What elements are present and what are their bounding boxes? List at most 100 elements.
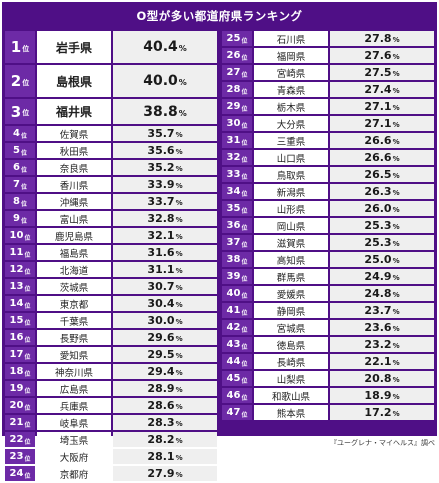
prefecture-cell: 新潟県 — [254, 184, 328, 199]
value-cell: 24.9% — [330, 269, 434, 284]
rank-cell: 14 位 — [5, 296, 35, 311]
value-number: 30.0 — [147, 314, 175, 327]
value-cell: 23.6% — [330, 320, 434, 335]
value-cell: 22.1% — [330, 354, 434, 369]
prefecture-cell: 三重県 — [254, 133, 328, 148]
percent-unit: % — [392, 274, 400, 282]
prefecture-cell: 富山県 — [37, 211, 111, 226]
value-number: 27.6 — [364, 49, 392, 62]
table-row: 38 位高知県 25.0% — [222, 252, 434, 267]
rank-suffix: 位 — [22, 44, 30, 53]
chart-title: O型が多い都道府県ランキング — [136, 9, 303, 23]
percent-unit: % — [178, 108, 187, 118]
percent-unit: % — [392, 291, 400, 299]
rank-suffix: 位 — [241, 224, 248, 232]
percent-unit: % — [175, 216, 183, 224]
rank-number: 7 — [13, 179, 20, 190]
value-number: 18.9 — [364, 389, 392, 402]
value-cell: 29.6% — [113, 330, 217, 345]
prefecture-cell: 福島県 — [37, 245, 111, 260]
value-number: 28.1 — [147, 450, 175, 463]
table-row: 24 位京都府 27.9% — [5, 466, 217, 481]
rank-suffix: 位 — [241, 190, 248, 198]
value-cell: 26.0% — [330, 201, 434, 216]
prefecture-cell: 佐賀県 — [37, 126, 111, 141]
table-row: 16 位長野県 29.6% — [5, 330, 217, 345]
value-number: 40.0 — [143, 73, 178, 89]
table-row: 27 位宮崎県 27.5% — [222, 65, 434, 80]
rank-cell: 36 位 — [222, 218, 252, 233]
table-row: 26 位福岡県 27.6% — [222, 48, 434, 63]
percent-unit: % — [175, 437, 183, 445]
table-row: 20 位兵庫県 28.6% — [5, 398, 217, 413]
value-number: 27.8 — [364, 32, 392, 45]
percent-unit: % — [175, 233, 183, 241]
value-number: 23.2 — [364, 338, 392, 351]
value-number: 33.7 — [147, 195, 175, 208]
value-number: 25.3 — [364, 219, 392, 232]
rank-cell: 22 位 — [5, 432, 35, 447]
value-cell: 27.1% — [330, 99, 434, 114]
value-number: 23.7 — [364, 304, 392, 317]
value-number: 28.6 — [147, 399, 175, 412]
value-cell: 28.9% — [113, 381, 217, 396]
percent-unit: % — [175, 148, 183, 156]
percent-unit: % — [392, 172, 400, 180]
prefecture-cell: 島根県 — [37, 65, 111, 97]
value-cell: 27.4% — [330, 82, 434, 97]
value-number: 32.8 — [147, 212, 175, 225]
value-number: 27.5 — [364, 66, 392, 79]
prefecture-cell: 宮崎県 — [254, 65, 328, 80]
rank-cell: 12 位 — [5, 262, 35, 277]
prefecture-cell: 大分県 — [254, 116, 328, 131]
prefecture-cell: 山口県 — [254, 150, 328, 165]
prefecture-cell: 沖縄県 — [37, 194, 111, 209]
prefecture-cell: 山形県 — [254, 201, 328, 216]
rank-suffix: 位 — [24, 404, 31, 412]
prefecture-cell: 香川県 — [37, 177, 111, 192]
value-cell: 28.1% — [113, 449, 217, 464]
value-number: 35.7 — [147, 127, 175, 140]
prefecture-cell: 愛知県 — [37, 347, 111, 362]
table-row: 18 位神奈川県 29.4% — [5, 364, 217, 379]
rank-number: 36 — [226, 220, 241, 231]
value-cell: 40.0% — [113, 65, 217, 97]
rank-suffix: 位 — [22, 109, 30, 117]
value-cell: 35.6% — [113, 143, 217, 158]
value-number: 17.2 — [364, 406, 392, 419]
value-cell: 26.5% — [330, 167, 434, 182]
value-cell: 27.8% — [330, 31, 434, 46]
value-number: 32.1 — [147, 229, 175, 242]
value-cell: 28.6% — [113, 398, 217, 413]
value-cell: 30.7% — [113, 279, 217, 294]
percent-unit: % — [175, 250, 183, 258]
value-number: 29.6 — [147, 331, 175, 344]
rank-cell: 47 位 — [222, 405, 252, 420]
value-cell: 25.3% — [330, 218, 434, 233]
table-row: 37 位滋賀県 25.3% — [222, 235, 434, 250]
rank-cell: 26 位 — [222, 48, 252, 63]
prefecture-cell: 滋賀県 — [254, 235, 328, 250]
value-cell: 40.4% — [113, 31, 217, 63]
rank-cell: 19 位 — [5, 381, 35, 396]
table-row: 43 位徳島県 23.2% — [222, 337, 434, 352]
percent-unit: % — [392, 359, 400, 367]
value-number: 35.6 — [147, 144, 175, 157]
prefecture-cell: 埼玉県 — [37, 432, 111, 447]
table-row: 11 位福島県 31.6% — [5, 245, 217, 260]
rank-number: 27 — [226, 67, 241, 78]
value-cell: 17.2% — [330, 405, 434, 420]
rank-number: 39 — [226, 271, 241, 282]
rank-cell: 41 位 — [222, 303, 252, 318]
value-number: 29.4 — [147, 365, 175, 378]
rank-suffix: 位 — [241, 105, 248, 113]
prefecture-cell: 群馬県 — [254, 269, 328, 284]
value-number: 38.8 — [143, 103, 178, 120]
source-note: 『ユーグレナ・マイヘルス』調べ — [330, 439, 435, 447]
value-cell: 27.1% — [330, 116, 434, 131]
rank-suffix: 位 — [24, 302, 31, 310]
prefecture-cell: 宮城県 — [254, 320, 328, 335]
prefecture-cell: 秋田県 — [37, 143, 111, 158]
